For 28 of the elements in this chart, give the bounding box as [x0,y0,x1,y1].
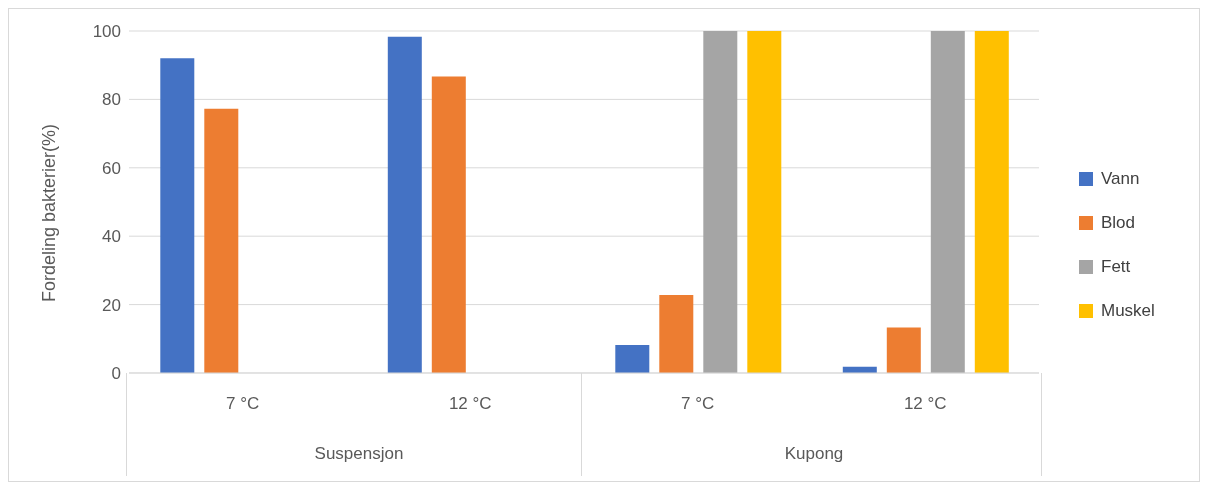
y-tick-label: 20 [102,295,121,315]
x-tick-label: 7 °C [226,394,260,413]
y-tick-label: 60 [102,158,121,178]
bar [930,31,965,373]
x-tick-label: 12 °C [448,394,492,413]
bar [747,31,782,373]
legend-label: Vann [1101,168,1140,190]
text: Suspensjon [314,444,404,463]
text: Kupong [784,444,844,463]
legend-label: Muskel [1101,300,1155,322]
y-tick-label: 0 [111,364,121,384]
legend-label: Blod [1101,212,1136,234]
bar [659,295,694,373]
bar [431,76,466,373]
bar [387,36,422,373]
y-axis-title: Fordeling bakterier(%) [39,123,60,302]
x-tick-label: 12 °C [903,394,947,413]
y-tick-label: 80 [102,90,121,110]
bar [204,108,239,373]
bar [615,344,650,373]
x-tick-label: 7 °C [681,394,715,413]
bar [886,327,921,373]
bar [703,31,738,373]
bar [160,58,195,373]
y-tick-label: 40 [102,227,121,247]
y-tick-label: 100 [92,22,121,42]
legend-label: Fett [1101,256,1131,278]
bar [974,31,1009,373]
